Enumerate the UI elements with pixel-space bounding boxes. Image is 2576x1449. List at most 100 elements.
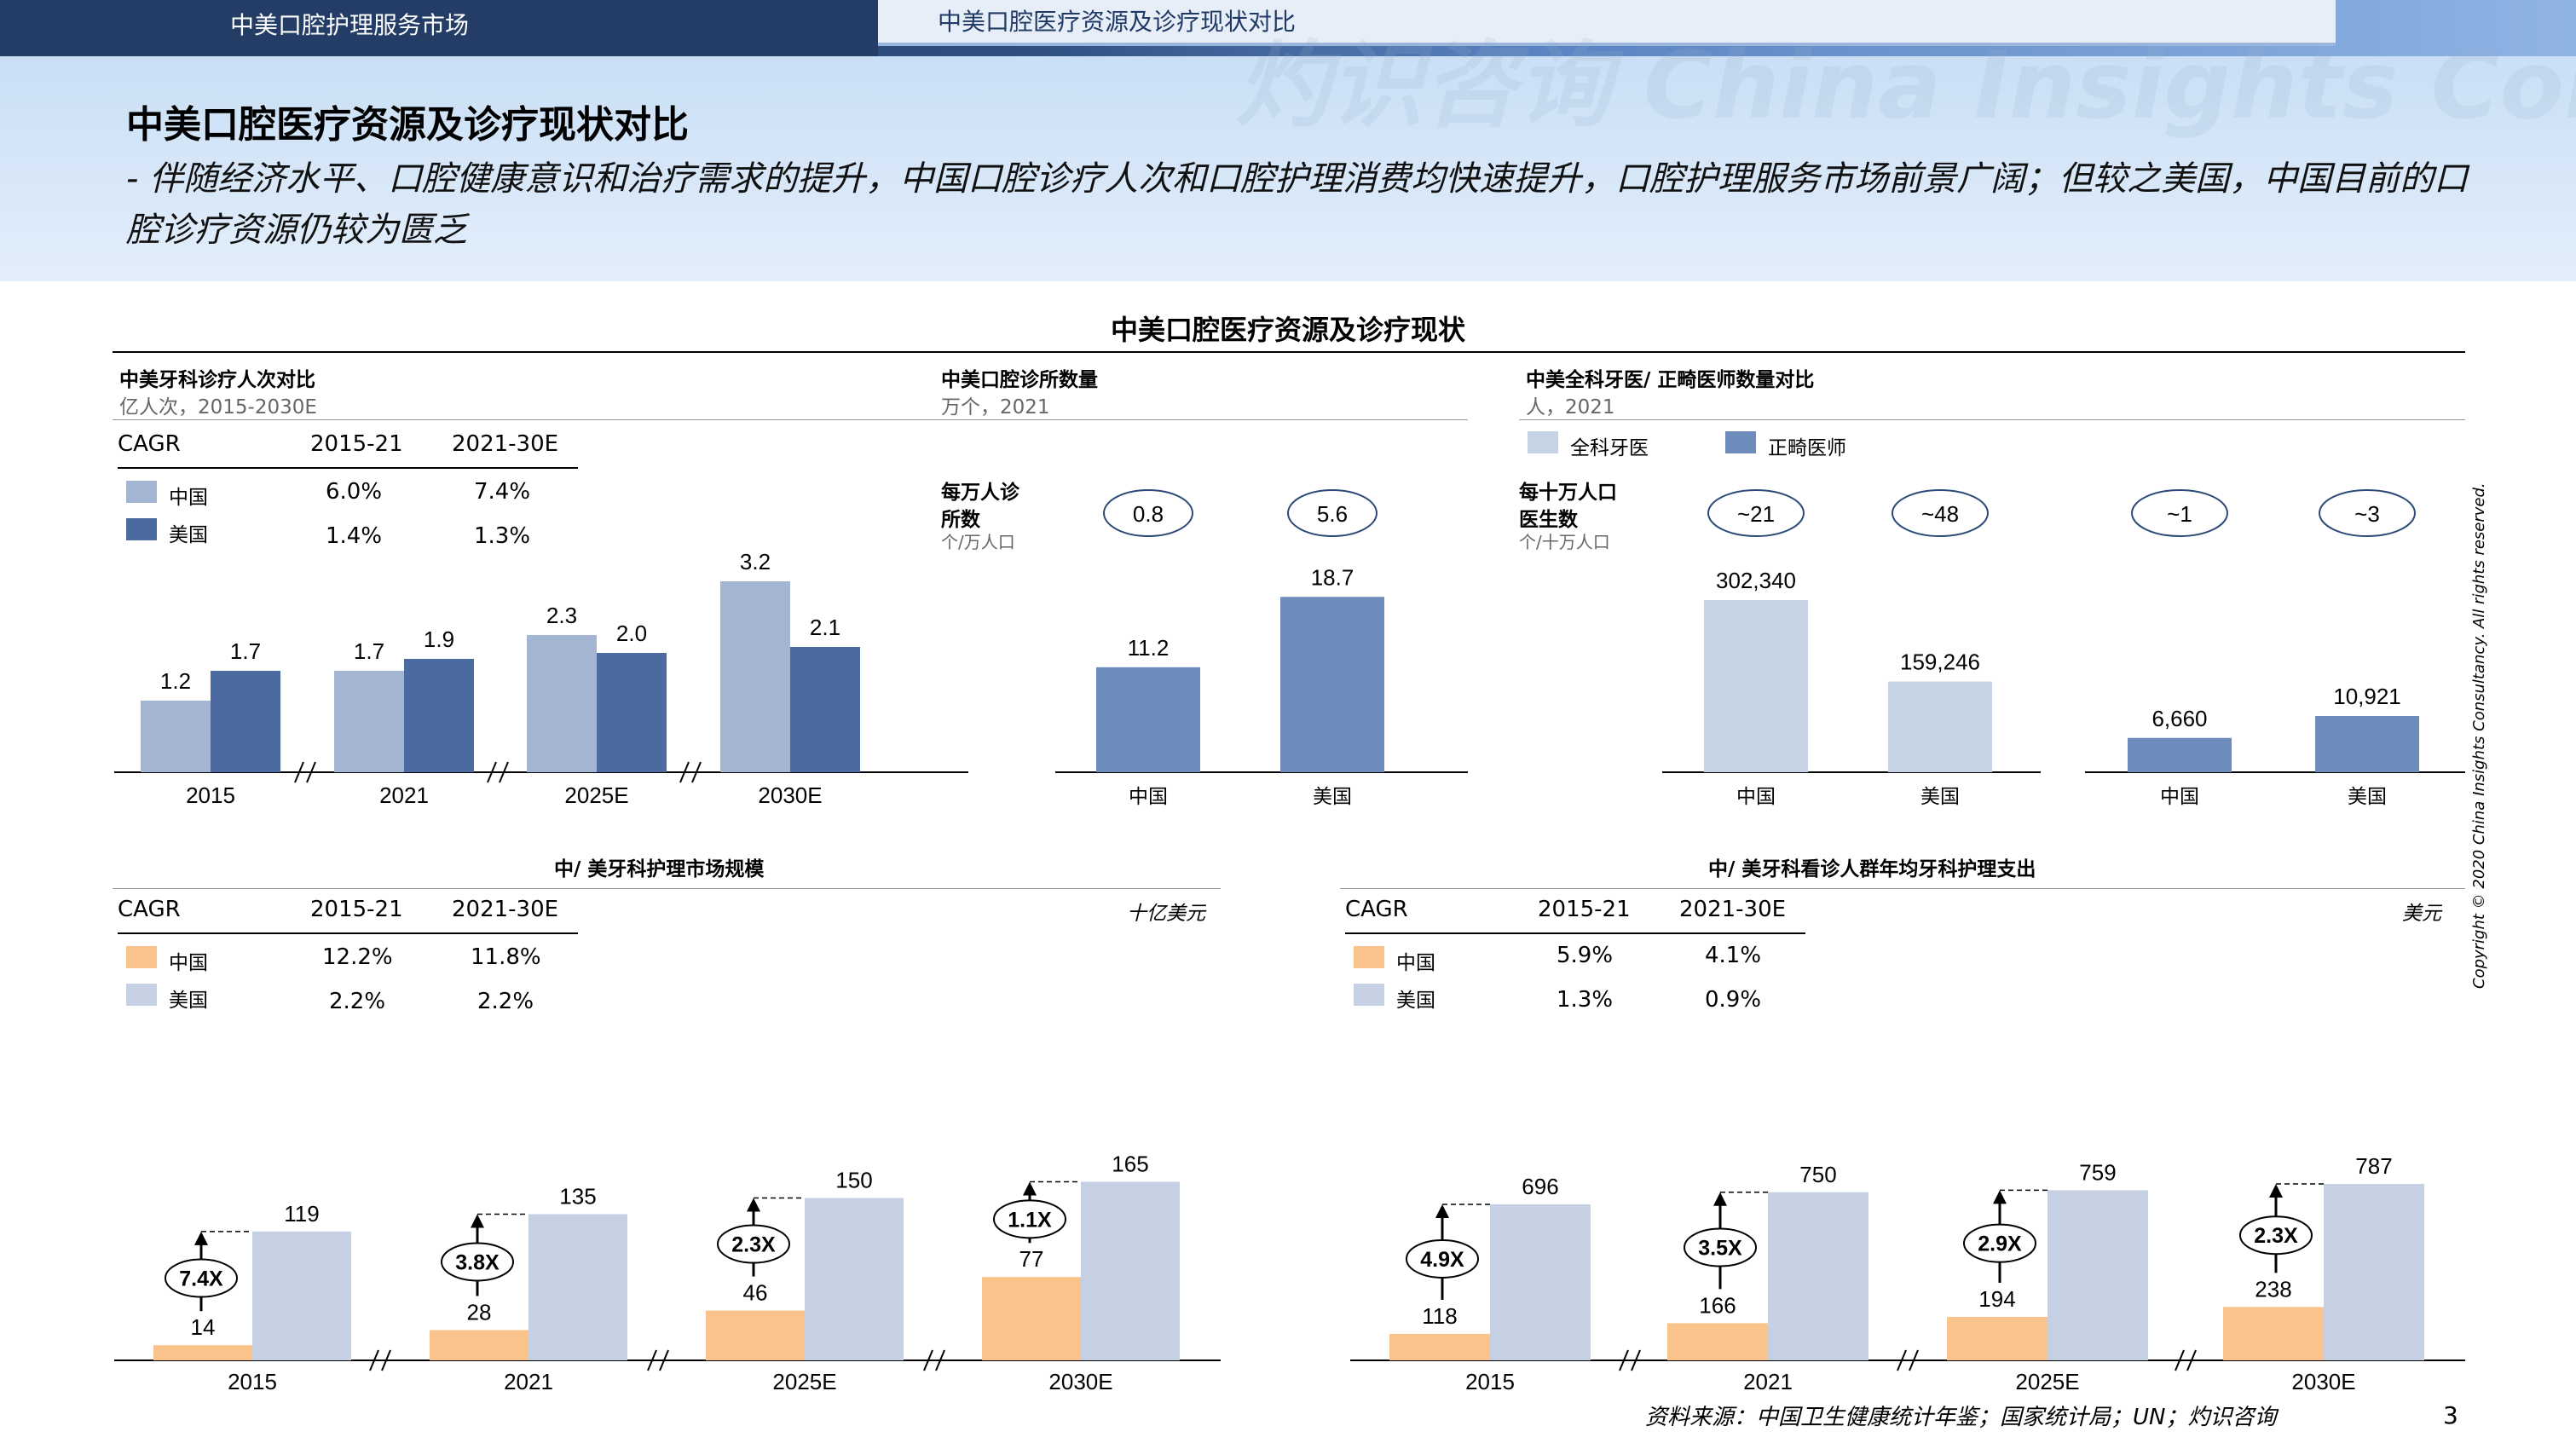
density-oval	[2131, 489, 2228, 537]
spending-rule	[1340, 888, 2465, 889]
arrow-head	[1993, 1190, 2007, 1204]
cagr-value: 1.4%	[326, 523, 383, 549]
multiple-oval	[993, 1199, 1066, 1239]
cagr-value: 2.2%	[477, 989, 534, 1014]
tick-label: 2030E	[758, 782, 822, 808]
data-label: 77	[1019, 1246, 1044, 1272]
data-label: 2.0	[616, 621, 647, 646]
data-label: 6,660	[2151, 706, 2207, 731]
bar	[2223, 1307, 2324, 1360]
cagr-value: 12.2%	[322, 944, 393, 970]
arrow-head	[1023, 1181, 1037, 1196]
doctors-title: 中美全科牙医/ 正畸医师数量对比	[1526, 369, 1815, 391]
multiple-oval	[441, 1242, 514, 1282]
tick-label: 中国	[1129, 785, 1168, 807]
bar	[597, 653, 667, 772]
multiple-label: 2.3X	[2254, 1224, 2298, 1248]
data-label: 194	[1978, 1286, 2015, 1312]
cagr-header: CAGR	[118, 897, 181, 922]
bar	[2128, 737, 2232, 772]
data-label: 166	[1699, 1292, 1736, 1318]
axis-break	[2175, 1349, 2185, 1371]
tick-label: 美国	[1920, 785, 1960, 807]
multiple-label: 4.9X	[1420, 1248, 1464, 1272]
cagr-value: 11.8%	[471, 944, 541, 970]
tick-label: 2030E	[2291, 1369, 2355, 1394]
axis-break	[487, 761, 497, 783]
market-rule	[113, 888, 1221, 889]
cagr-value: 2.2%	[329, 989, 386, 1014]
doctors-unit: 人，2021	[1526, 396, 1615, 419]
orthodontist-swatch	[1725, 431, 1756, 453]
tick-label: 2025E	[2015, 1369, 2079, 1394]
multiple-label: 1.1X	[1008, 1208, 1052, 1232]
bar	[1768, 1192, 1868, 1360]
multiple-label: 2.3X	[731, 1233, 776, 1257]
bar	[404, 659, 474, 772]
copyright: Copyright © 2020 China Insights Consulta…	[2470, 482, 2488, 989]
cagr-value: 1.3%	[1557, 987, 1614, 1013]
page-subtitle: - 伴随经济水平、口腔健康意识和治疗需求的提升，中国口腔诊疗人次和口腔护理消费均…	[126, 159, 2469, 250]
cagr-value: 7.4%	[474, 479, 531, 505]
header-background	[0, 56, 2576, 281]
china-swatch	[126, 481, 157, 503]
data-label: 1.9	[424, 626, 454, 652]
bar	[982, 1277, 1081, 1360]
china-swatch	[126, 946, 157, 968]
tick-label: 2025E	[772, 1369, 836, 1394]
bar	[790, 647, 860, 772]
bar	[1490, 1204, 1591, 1360]
section-tab[interactable]: 中美口腔护理服务市场	[0, 0, 878, 56]
bar	[1280, 597, 1384, 772]
bar	[1667, 1323, 1768, 1360]
data-label: 696	[1522, 1174, 1558, 1199]
page-title: 中美口腔医疗资源及诊疗现状对比	[126, 103, 689, 147]
axis-break	[306, 761, 316, 783]
spending-title: 中/ 美牙科看诊人群年均牙科护理支出	[1708, 858, 2036, 880]
source-note: 资料来源：中国卫生健康统计年鉴；国家统计局；UN；灼识咨询	[1645, 1405, 2277, 1430]
us-swatch	[126, 518, 157, 540]
cagr-header: CAGR	[118, 431, 181, 457]
page-tab[interactable]: 中美口腔医疗资源及诊疗现状对比	[878, 0, 2336, 46]
data-label: 1.7	[354, 638, 384, 664]
cagr-header: 2015-21	[310, 431, 403, 457]
bar	[706, 1310, 805, 1360]
multiple-oval	[165, 1258, 238, 1298]
tick-label: 2015	[228, 1369, 277, 1394]
axis-break	[923, 1349, 933, 1371]
data-label: 18.7	[1311, 564, 1354, 590]
density-value: ~1	[2167, 501, 2192, 527]
data-label: 165	[1112, 1151, 1148, 1176]
data-label: 46	[743, 1280, 768, 1306]
tick-label: 美国	[1313, 785, 1352, 807]
market-title: 中/ 美牙科护理市场规模	[554, 858, 765, 880]
cagr-header: 2015-21	[310, 897, 403, 922]
data-label: 119	[284, 1201, 319, 1227]
multiple-oval	[1684, 1227, 1757, 1267]
data-label: 14	[191, 1314, 216, 1340]
cagr-header: 2021-30E	[452, 431, 559, 457]
axis-break	[2186, 1349, 2197, 1371]
tick-label: 美国	[2348, 785, 2387, 807]
cagr-row-name: 美国	[1396, 990, 1435, 1012]
data-label: 11.2	[1128, 635, 1170, 661]
data-label: 10,921	[2333, 684, 2401, 709]
general-dentist-swatch	[1528, 431, 1558, 453]
doctor-density-label: 医生数	[1519, 509, 1578, 531]
arrow-head	[1713, 1192, 1727, 1206]
data-label: 2.3	[546, 603, 577, 628]
cagr-row-name: 美国	[169, 990, 208, 1012]
tick-label: 2015	[186, 782, 235, 808]
density-oval	[2319, 489, 2416, 537]
bar	[211, 671, 280, 772]
bar	[1081, 1181, 1180, 1360]
cagr-row-name: 中国	[169, 487, 208, 509]
tick-label: 2021	[379, 782, 429, 808]
cagr-rule	[1345, 932, 1805, 934]
cagr-row-name: 中国	[169, 952, 208, 974]
data-label: 135	[559, 1184, 596, 1209]
density-value: ~48	[1921, 501, 1959, 527]
bar	[1704, 600, 1808, 772]
